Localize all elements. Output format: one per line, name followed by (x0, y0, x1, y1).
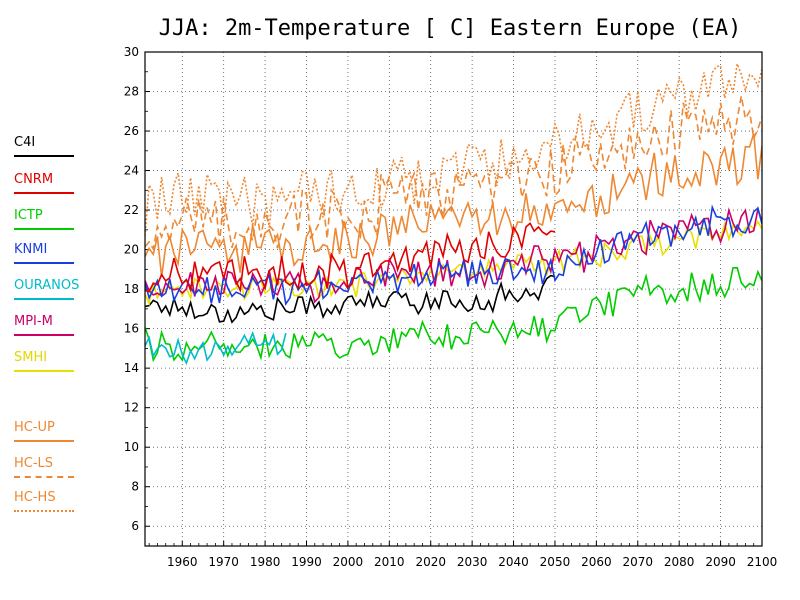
legend-line-mpi-m (14, 334, 74, 336)
y-tick-label: 6 (131, 519, 139, 533)
x-tick-label: 2080 (664, 555, 695, 569)
y-tick-label: 14 (124, 361, 139, 375)
x-tick-label: 2040 (498, 555, 529, 569)
plot-frame (144, 51, 763, 547)
series-line-cnrm (145, 222, 556, 294)
series-line-ouranos (145, 330, 287, 366)
y-tick-label: 10 (124, 440, 139, 454)
y-tick-label: 30 (124, 45, 139, 59)
x-tick-label: 2070 (622, 555, 653, 569)
x-tick-label: 1980 (250, 555, 281, 569)
series-line-hc-ls (145, 95, 762, 252)
chart-title: JJA: 2m-Temperature [ C] Eastern Europe … (158, 16, 742, 41)
x-tick-label: 2020 (415, 555, 446, 569)
series-line-hc-hs (145, 60, 762, 237)
series-line-hc-up (145, 133, 762, 277)
legend-line-cnrm (14, 192, 74, 194)
x-tick-label: 2050 (540, 555, 571, 569)
x-tick-label: 2100 (747, 555, 778, 569)
legend-label-hc-hs: HC-HS (14, 490, 56, 505)
legend-label-ouranos: OURANOS (14, 278, 80, 293)
legend-line-hc-up (14, 440, 74, 442)
legend-line-knmi (14, 262, 74, 264)
x-tick-label: 1960 (167, 555, 198, 569)
x-tick-label: 2030 (457, 555, 488, 569)
legend-label-hc-up: HC-UP (14, 420, 55, 435)
legend-label-smhi: SMHI (14, 350, 48, 365)
y-tick-label: 26 (124, 124, 139, 138)
x-tick-label: 2060 (581, 555, 612, 569)
series-line-smhi (145, 219, 762, 307)
y-tick-label: 16 (124, 322, 139, 336)
y-tick-label: 28 (124, 85, 139, 99)
legend-label-ictp: ICTP (14, 208, 43, 223)
y-tick-label: 22 (124, 203, 139, 217)
legend-label-hc-ls: HC-LS (14, 456, 54, 471)
y-tick-label: 12 (124, 401, 139, 415)
series-line-c4i (145, 274, 556, 324)
x-tick-label: 1990 (291, 555, 322, 569)
series-line-knmi (145, 204, 762, 306)
plot-area (145, 52, 762, 546)
x-tick-label: 2010 (374, 555, 405, 569)
legend-line-c4i (14, 155, 74, 157)
legend-label-knmi: KNMI (14, 242, 48, 257)
legend-label-c4i: C4I (14, 135, 36, 150)
legend-line-ouranos (14, 298, 74, 300)
legend-line-hc-ls (14, 476, 74, 478)
series-line-ictp (145, 266, 762, 363)
x-tick-label: 1970 (208, 555, 239, 569)
legend-line-hc-hs (14, 510, 74, 512)
legend-label-mpi-m: MPI-M (14, 314, 53, 329)
y-tick-label: 24 (124, 164, 139, 178)
y-tick-label: 8 (131, 480, 139, 494)
legend-label-cnrm: CNRM (14, 172, 54, 187)
legend-line-ictp (14, 228, 74, 230)
x-tick-label: 2090 (705, 555, 736, 569)
legend-line-smhi (14, 370, 74, 372)
y-tick-label: 18 (124, 282, 139, 296)
x-tick-label: 2000 (333, 555, 364, 569)
y-tick-label: 20 (124, 243, 139, 257)
